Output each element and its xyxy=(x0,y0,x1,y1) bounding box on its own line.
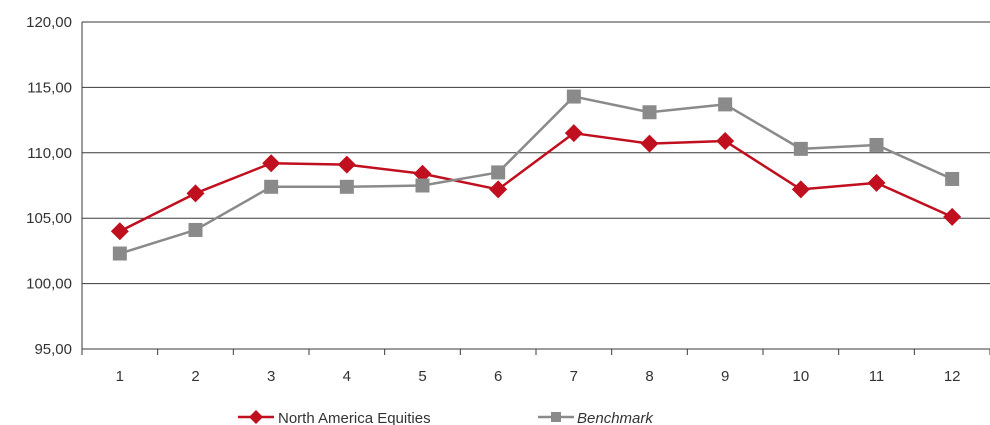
x-tick-label: 2 xyxy=(191,368,199,385)
data-point-diamond xyxy=(791,180,810,199)
x-tick-label: 7 xyxy=(570,368,578,385)
data-point-diamond xyxy=(186,184,205,203)
data-point-diamond xyxy=(564,124,583,143)
data-point-square xyxy=(718,97,733,112)
data-point-square xyxy=(415,178,430,193)
data-point-diamond xyxy=(640,134,659,153)
data-point-diamond xyxy=(413,164,432,183)
y-tick-label: 100,00 xyxy=(26,276,72,293)
data-point-diamond xyxy=(867,173,886,192)
x-tick-label: 6 xyxy=(494,368,502,385)
series-layer xyxy=(110,89,962,261)
data-point-square xyxy=(793,141,808,156)
legend-label: Benchmark xyxy=(577,410,654,425)
x-tick-label: 12 xyxy=(944,368,961,385)
legend-item: Benchmark xyxy=(538,410,654,425)
y-tick-label: 110,00 xyxy=(27,145,72,162)
data-point-square xyxy=(642,105,657,120)
series-line-2 xyxy=(119,95,953,255)
x-tick-label: 8 xyxy=(645,368,653,385)
x-tick-label: 3 xyxy=(267,368,275,385)
data-point-square xyxy=(491,165,506,180)
data-point-diamond xyxy=(337,155,356,174)
data-point-diamond xyxy=(489,180,508,199)
series-line-1 xyxy=(119,131,953,233)
data-point-diamond xyxy=(716,132,735,151)
y-tick-label: 95,00 xyxy=(34,341,72,358)
data-point-square xyxy=(112,246,127,261)
data-point-square xyxy=(945,171,960,186)
x-tick-label: 10 xyxy=(792,368,809,385)
x-tick-label: 9 xyxy=(721,368,729,385)
x-tick-label: 1 xyxy=(116,368,124,385)
data-point-square xyxy=(264,179,279,194)
legend-label: North America Equities xyxy=(278,410,431,425)
x-tick-label: 5 xyxy=(418,368,426,385)
data-point-diamond xyxy=(943,207,962,226)
data-point-diamond xyxy=(262,154,281,173)
data-point-square xyxy=(566,89,581,104)
legend-diamond-marker xyxy=(249,410,263,424)
legend: North America Equities Benchmark xyxy=(238,410,654,425)
data-point-square xyxy=(869,137,884,152)
data-point-diamond xyxy=(110,222,129,241)
y-tick-label: 115,00 xyxy=(27,79,72,96)
y-tick-label: 105,00 xyxy=(26,210,72,227)
legend-item: North America Equities xyxy=(238,410,431,425)
data-point-square xyxy=(188,222,203,237)
data-point-square xyxy=(339,179,354,194)
x-tick-label: 4 xyxy=(343,368,351,385)
x-tick-label: 11 xyxy=(869,368,885,385)
y-tick-label: 120,00 xyxy=(26,14,72,31)
legend-square-marker xyxy=(551,412,561,422)
